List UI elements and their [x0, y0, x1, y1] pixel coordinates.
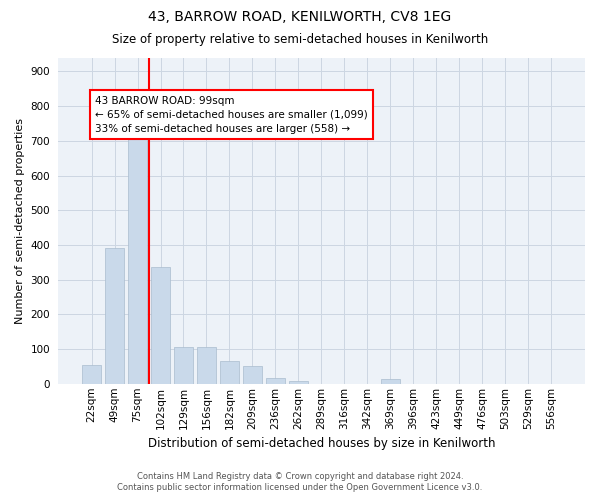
Bar — [197, 348, 216, 384]
Text: 43, BARROW ROAD, KENILWORTH, CV8 1EG: 43, BARROW ROAD, KENILWORTH, CV8 1EG — [148, 10, 452, 24]
X-axis label: Distribution of semi-detached houses by size in Kenilworth: Distribution of semi-detached houses by … — [148, 437, 495, 450]
Bar — [82, 364, 101, 384]
Bar — [289, 380, 308, 384]
Bar — [174, 348, 193, 384]
Text: Size of property relative to semi-detached houses in Kenilworth: Size of property relative to semi-detach… — [112, 32, 488, 46]
Bar — [242, 366, 262, 384]
Text: Contains HM Land Registry data © Crown copyright and database right 2024.
Contai: Contains HM Land Registry data © Crown c… — [118, 472, 482, 492]
Bar — [380, 378, 400, 384]
Bar — [105, 248, 124, 384]
Bar — [220, 361, 239, 384]
Bar — [151, 268, 170, 384]
Bar — [266, 378, 285, 384]
Y-axis label: Number of semi-detached properties: Number of semi-detached properties — [15, 118, 25, 324]
Text: 43 BARROW ROAD: 99sqm
← 65% of semi-detached houses are smaller (1,099)
33% of s: 43 BARROW ROAD: 99sqm ← 65% of semi-deta… — [95, 96, 368, 134]
Bar — [128, 130, 147, 384]
